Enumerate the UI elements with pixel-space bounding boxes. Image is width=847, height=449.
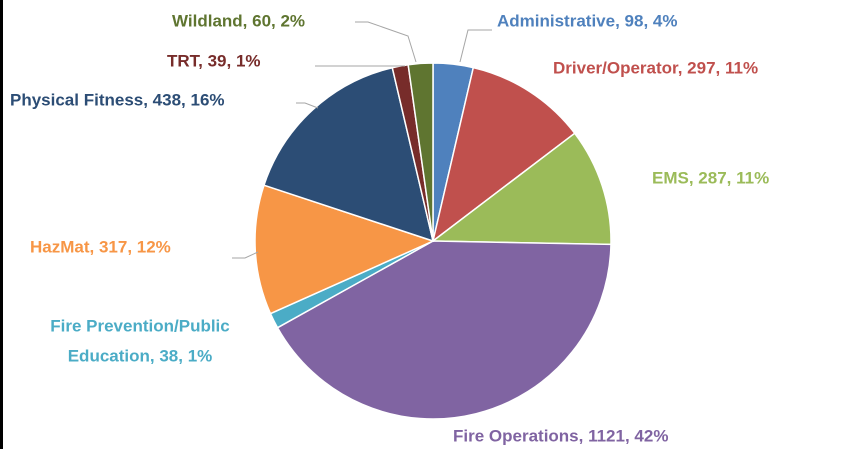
data-label: Wildland, 60, 2% (172, 11, 305, 30)
leader-line (232, 251, 259, 259)
pie-slice (407, 62, 434, 242)
data-label: EMS, 287, 11% (652, 168, 769, 187)
data-label: Administrative, 98, 4% (497, 11, 677, 30)
data-label: Fire Prevention/Public (50, 316, 230, 335)
data-label: Driver/Operator, 297, 11% (553, 58, 758, 77)
pie-slice (263, 66, 435, 243)
data-label: Education, 38, 1% (68, 346, 213, 365)
leader-line (296, 102, 319, 109)
leader-line (355, 21, 417, 63)
data-label: HazMat, 317, 12% (30, 237, 171, 256)
leader-line (459, 29, 492, 63)
pie-slice (430, 132, 612, 246)
data-label: TRT, 39, 1% (167, 51, 261, 70)
data-label: Physical Fitness, 438, 16% (10, 90, 225, 109)
pie-slice (431, 66, 576, 243)
data-label: Fire Operations, 1121, 42% (453, 426, 668, 445)
pie-slice (254, 184, 436, 315)
pie-slice (276, 240, 612, 420)
left-border (0, 0, 3, 449)
